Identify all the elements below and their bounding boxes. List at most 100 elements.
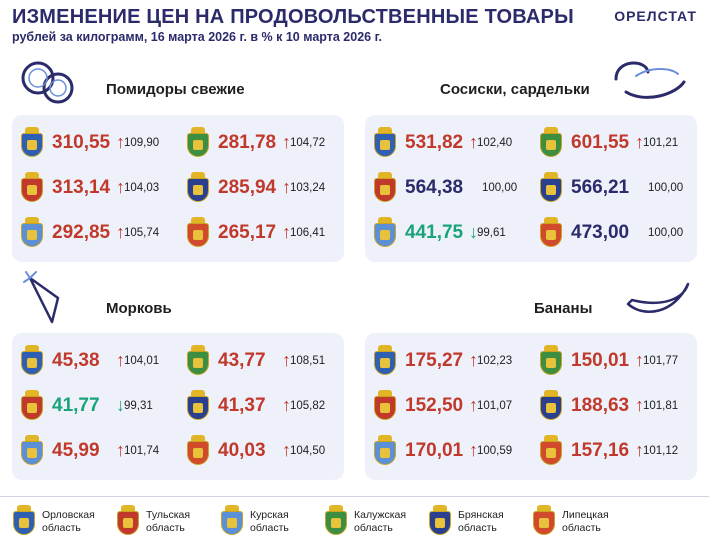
- arrow-up-icon: ↑: [469, 395, 478, 415]
- legend-region-suffix: область: [42, 522, 81, 534]
- price-value: 265,17: [218, 222, 277, 243]
- region-emblem-icon: [537, 172, 565, 204]
- price-cell: 531,82 ↑ 102,40: [365, 123, 531, 163]
- percent-change: 108,51: [290, 355, 326, 367]
- region-emblem-icon: [371, 127, 399, 159]
- carrot-icon: [23, 271, 60, 324]
- price-cell: 441,75 ↓ 99,61: [365, 213, 531, 253]
- legend-region-suffix: область: [562, 522, 601, 534]
- region-emblem-icon: [537, 127, 565, 159]
- panel-carrots: 45,38 ↑ 104,01 43,77 ↑ 108,51 41,77 ↓ 99,31 41,37…: [12, 333, 344, 480]
- legend-region-suffix: область: [250, 522, 289, 534]
- price-value: 285,94: [218, 177, 277, 198]
- region-emblem-icon: [18, 217, 46, 249]
- percent-change: 105,74: [124, 227, 160, 239]
- arrow-up-icon: ↑: [469, 350, 478, 370]
- percent-change: 102,23: [477, 355, 513, 367]
- percent-change: 100,00: [482, 182, 518, 194]
- region-emblem-icon: [184, 217, 212, 249]
- region-emblem-icon: [184, 390, 212, 422]
- arrow-up-icon: ↑: [116, 177, 125, 197]
- price-cell: 281,78 ↑ 104,72: [178, 123, 344, 163]
- legend-region-name: Орловская: [42, 509, 95, 521]
- price-value: 41,77: [52, 395, 100, 416]
- percent-change: 100,59: [477, 445, 513, 457]
- brand-logo: ОРЕЛСТАТ: [614, 8, 697, 24]
- arrow-up-icon: ↑: [635, 132, 644, 152]
- percent-change: 100,00: [648, 227, 684, 239]
- percent-change: 102,40: [477, 137, 513, 149]
- price-cell: 157,16 ↑ 101,12: [531, 431, 697, 471]
- region-emblem-icon: [18, 435, 46, 467]
- percent-change: 106,41: [290, 227, 326, 239]
- arrow-up-icon: ↑: [116, 132, 125, 152]
- region-emblem-icon: [184, 435, 212, 467]
- region-emblem-icon: [537, 435, 565, 467]
- region-emblem-icon: [18, 127, 46, 159]
- percent-change: 104,01: [124, 355, 160, 367]
- legend-region-suffix: область: [354, 522, 393, 534]
- region-emblem-icon: [322, 505, 350, 537]
- page-title: ИЗМЕНЕНИЕ ЦЕН НА ПРОДОВОЛЬСТВЕННЫЕ ТОВАР…: [12, 6, 574, 28]
- price-value: 281,78: [218, 132, 277, 153]
- price-cell: 313,14 ↑ 104,03: [12, 168, 178, 208]
- percent-change: 104,03: [124, 182, 160, 194]
- percent-change: 101,77: [643, 355, 679, 367]
- price-cell: 41,37 ↑ 105,82: [178, 386, 344, 426]
- arrow-up-icon: ↑: [282, 132, 291, 152]
- percent-change: 109,90: [124, 137, 160, 149]
- percent-change: 103,24: [290, 182, 326, 194]
- price-cell: 473,00 100,00: [531, 213, 697, 253]
- price-cell: 43,77 ↑ 108,51: [178, 341, 344, 381]
- region-emblem-icon: [18, 345, 46, 377]
- percent-change: 101,74: [124, 445, 160, 457]
- region-emblem-icon: [10, 505, 38, 537]
- price-value: 473,00: [571, 222, 630, 243]
- price-value: 40,03: [218, 440, 266, 461]
- region-emblem-icon: [114, 505, 142, 537]
- price-value: 310,55: [52, 132, 111, 153]
- product-label-carrots: Морковь: [106, 300, 172, 317]
- arrow-up-icon: ↑: [282, 440, 291, 460]
- legend-region-name: Курская: [250, 509, 289, 521]
- arrow-up-icon: ↑: [282, 350, 291, 370]
- price-value: 601,55: [571, 132, 630, 153]
- region-emblem-icon: [18, 172, 46, 204]
- product-label-sausages: Сосиски, сардельки: [440, 81, 590, 98]
- region-emblem-icon: [537, 217, 565, 249]
- arrow-up-icon: ↑: [635, 440, 644, 460]
- price-value: 441,75: [405, 222, 464, 243]
- price-value: 313,14: [52, 177, 111, 198]
- region-emblem-icon: [184, 172, 212, 204]
- arrow-down-icon: ↓: [469, 222, 478, 242]
- region-emblem-icon: [371, 345, 399, 377]
- legend-item: Калужская область: [318, 503, 423, 539]
- legend-region-suffix: область: [146, 522, 185, 534]
- banana-icon: [626, 282, 690, 313]
- price-value: 175,27: [405, 350, 464, 371]
- price-cell: 170,01 ↑ 100,59: [365, 431, 531, 471]
- percent-change: 101,21: [643, 137, 679, 149]
- price-value: 157,16: [571, 440, 630, 461]
- percent-change: 99,61: [477, 227, 506, 239]
- arrow-up-icon: ↑: [116, 350, 125, 370]
- percent-change: 101,12: [643, 445, 679, 457]
- price-cell: 150,01 ↑ 101,77: [531, 341, 697, 381]
- price-cell: 175,27 ↑ 102,23: [365, 341, 531, 381]
- price-cell: 564,38 100,00: [365, 168, 531, 208]
- percent-change: 101,81: [643, 400, 679, 412]
- sausage-icon: [614, 61, 686, 99]
- price-cell: 292,85 ↑ 105,74: [12, 213, 178, 253]
- product-label-bananas: Бананы: [534, 300, 593, 317]
- price-value: 531,82: [405, 132, 464, 153]
- price-value: 43,77: [218, 350, 266, 371]
- percent-change: 104,72: [290, 137, 326, 149]
- legend-item: Тульская область: [110, 503, 215, 539]
- arrow-up-icon: ↑: [282, 222, 291, 242]
- price-cell: 152,50 ↑ 101,07: [365, 386, 531, 426]
- price-value: 564,38: [405, 177, 464, 198]
- region-emblem-icon: [18, 390, 46, 422]
- arrow-up-icon: ↑: [116, 222, 125, 242]
- region-emblem-icon: [184, 127, 212, 159]
- percent-change: 101,07: [477, 400, 513, 412]
